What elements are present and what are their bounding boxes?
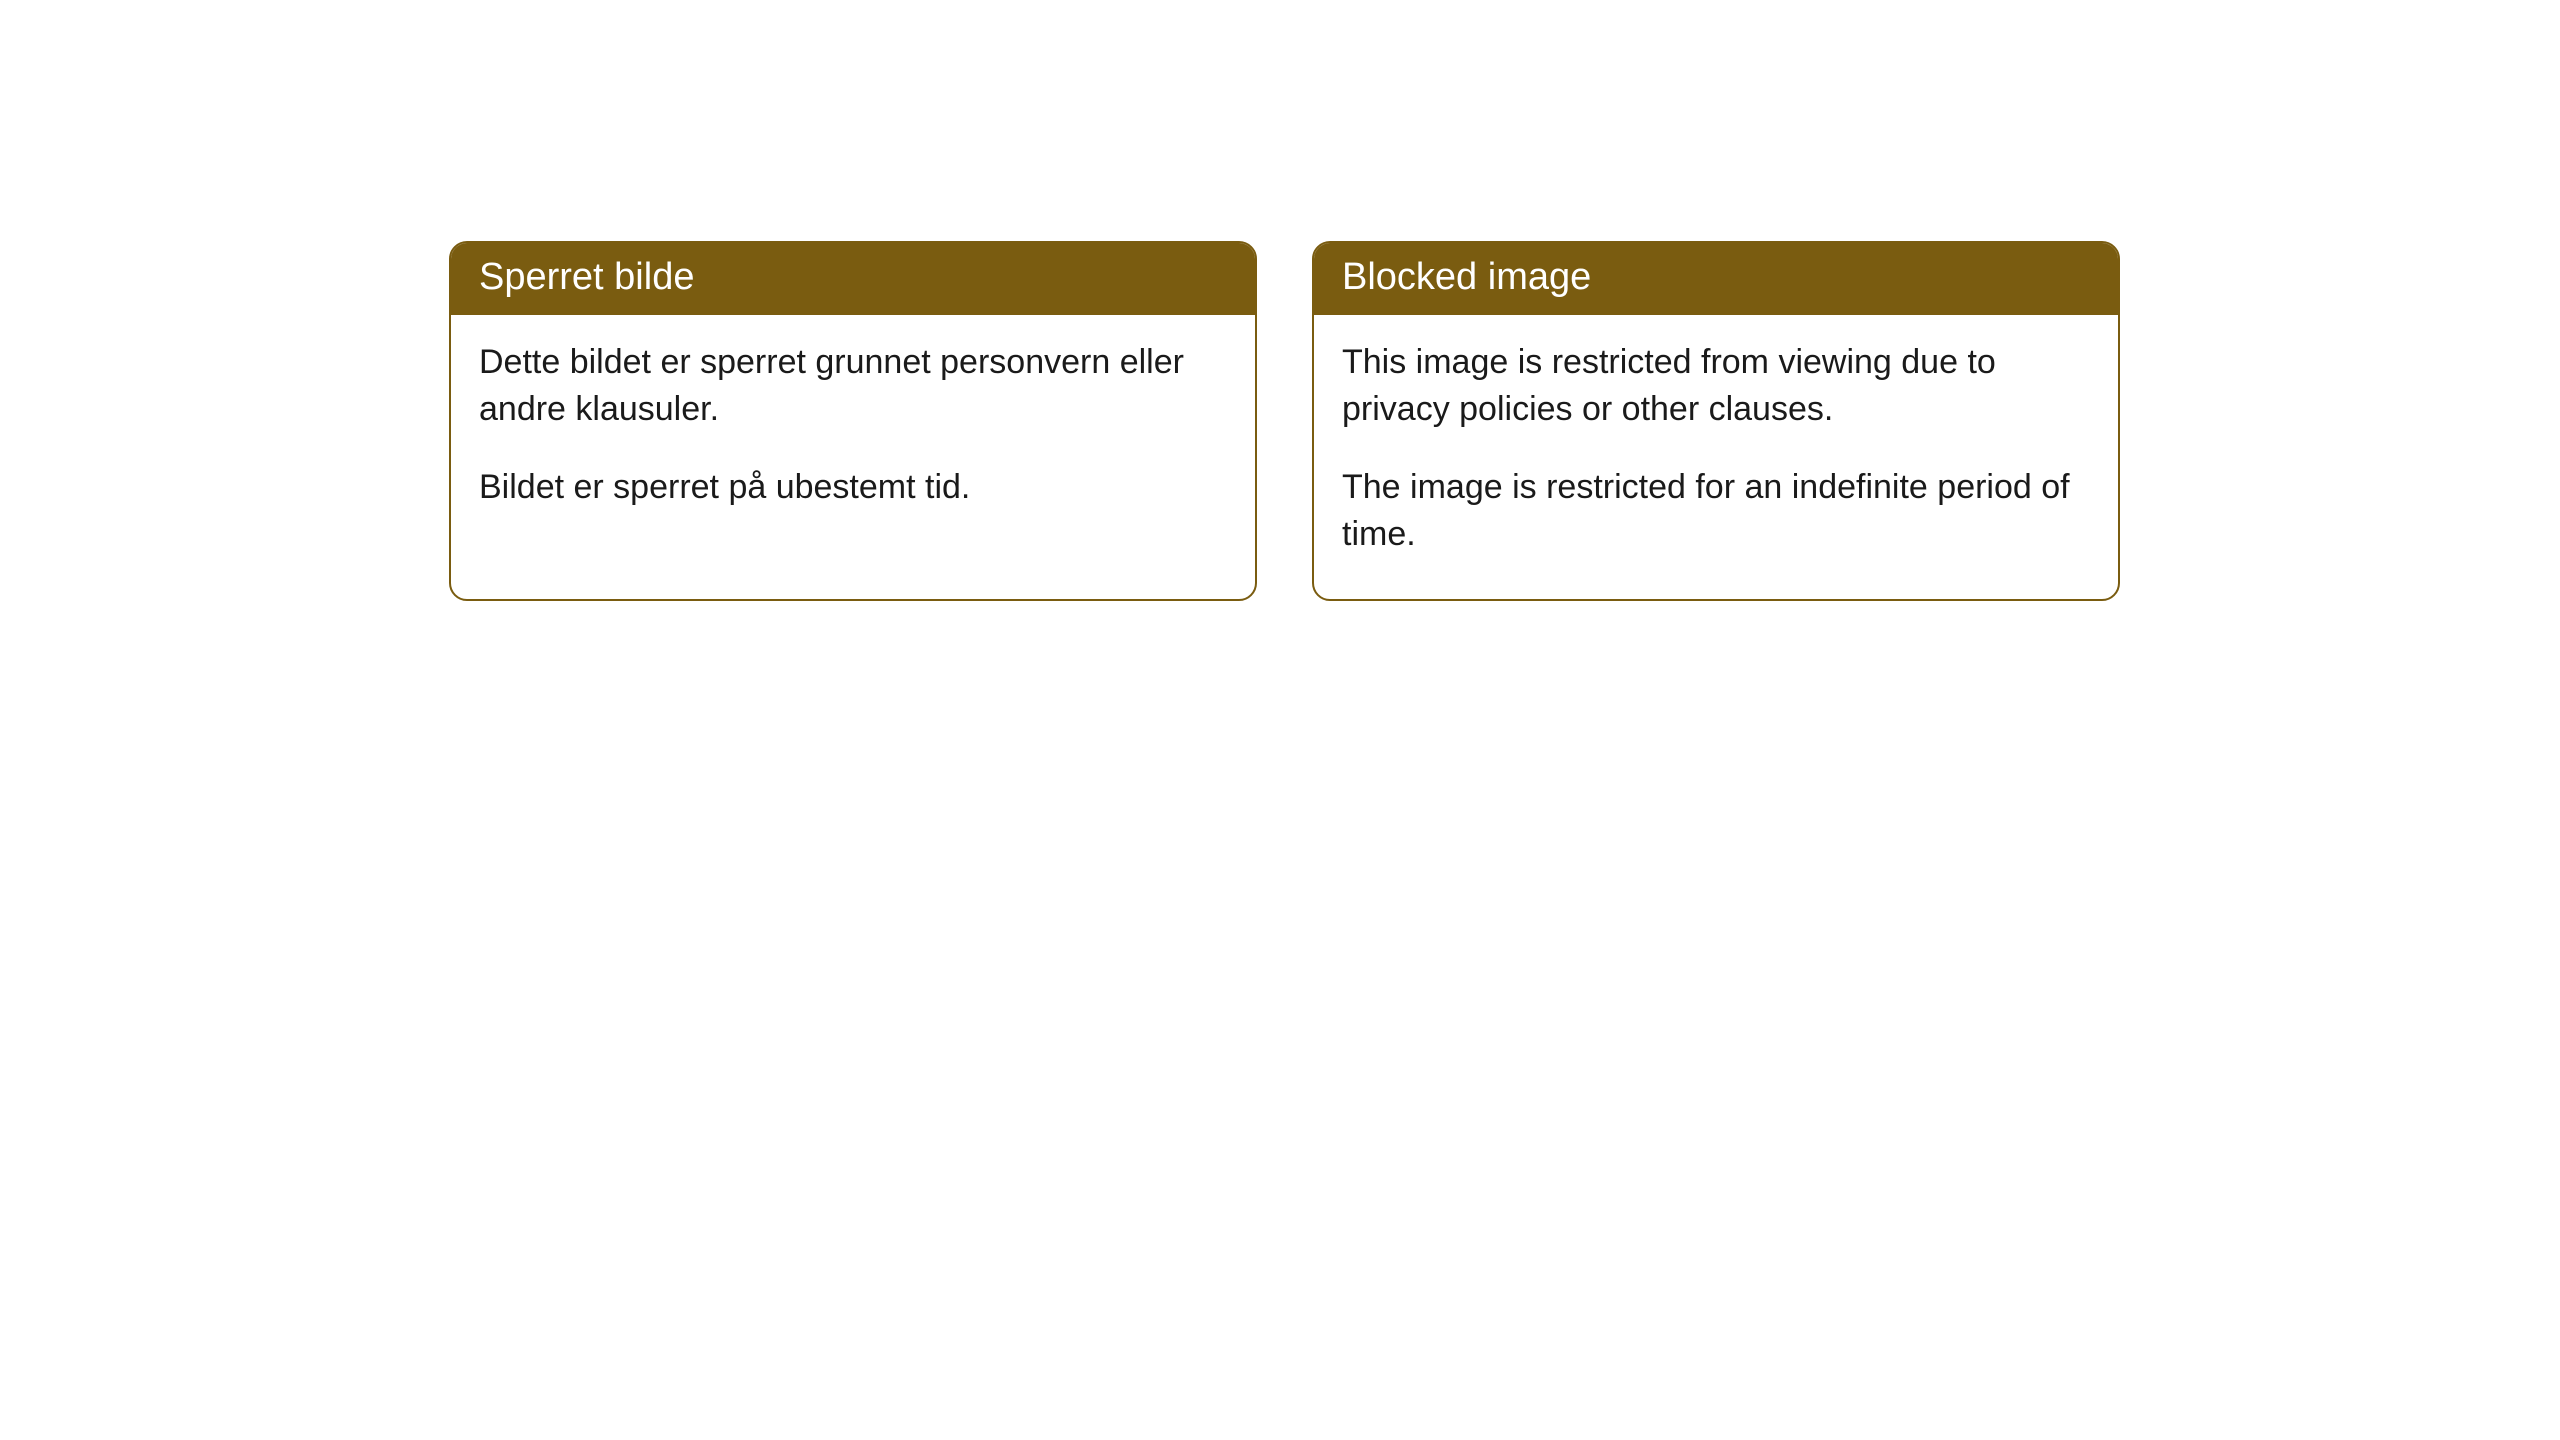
notice-card-norwegian: Sperret bilde Dette bildet er sperret gr… bbox=[449, 241, 1257, 601]
card-header: Blocked image bbox=[1314, 243, 2118, 315]
card-title: Sperret bilde bbox=[479, 256, 694, 298]
card-header: Sperret bilde bbox=[451, 243, 1255, 315]
card-body: This image is restricted from viewing du… bbox=[1314, 315, 2118, 599]
card-title: Blocked image bbox=[1342, 256, 1591, 298]
notice-cards-container: Sperret bilde Dette bildet er sperret gr… bbox=[449, 241, 2120, 601]
card-body: Dette bildet er sperret grunnet personve… bbox=[451, 315, 1255, 552]
card-paragraph: Dette bildet er sperret grunnet personve… bbox=[479, 339, 1227, 434]
card-paragraph: Bildet er sperret på ubestemt tid. bbox=[479, 464, 1227, 512]
card-paragraph: The image is restricted for an indefinit… bbox=[1342, 464, 2090, 559]
card-paragraph: This image is restricted from viewing du… bbox=[1342, 339, 2090, 434]
notice-card-english: Blocked image This image is restricted f… bbox=[1312, 241, 2120, 601]
